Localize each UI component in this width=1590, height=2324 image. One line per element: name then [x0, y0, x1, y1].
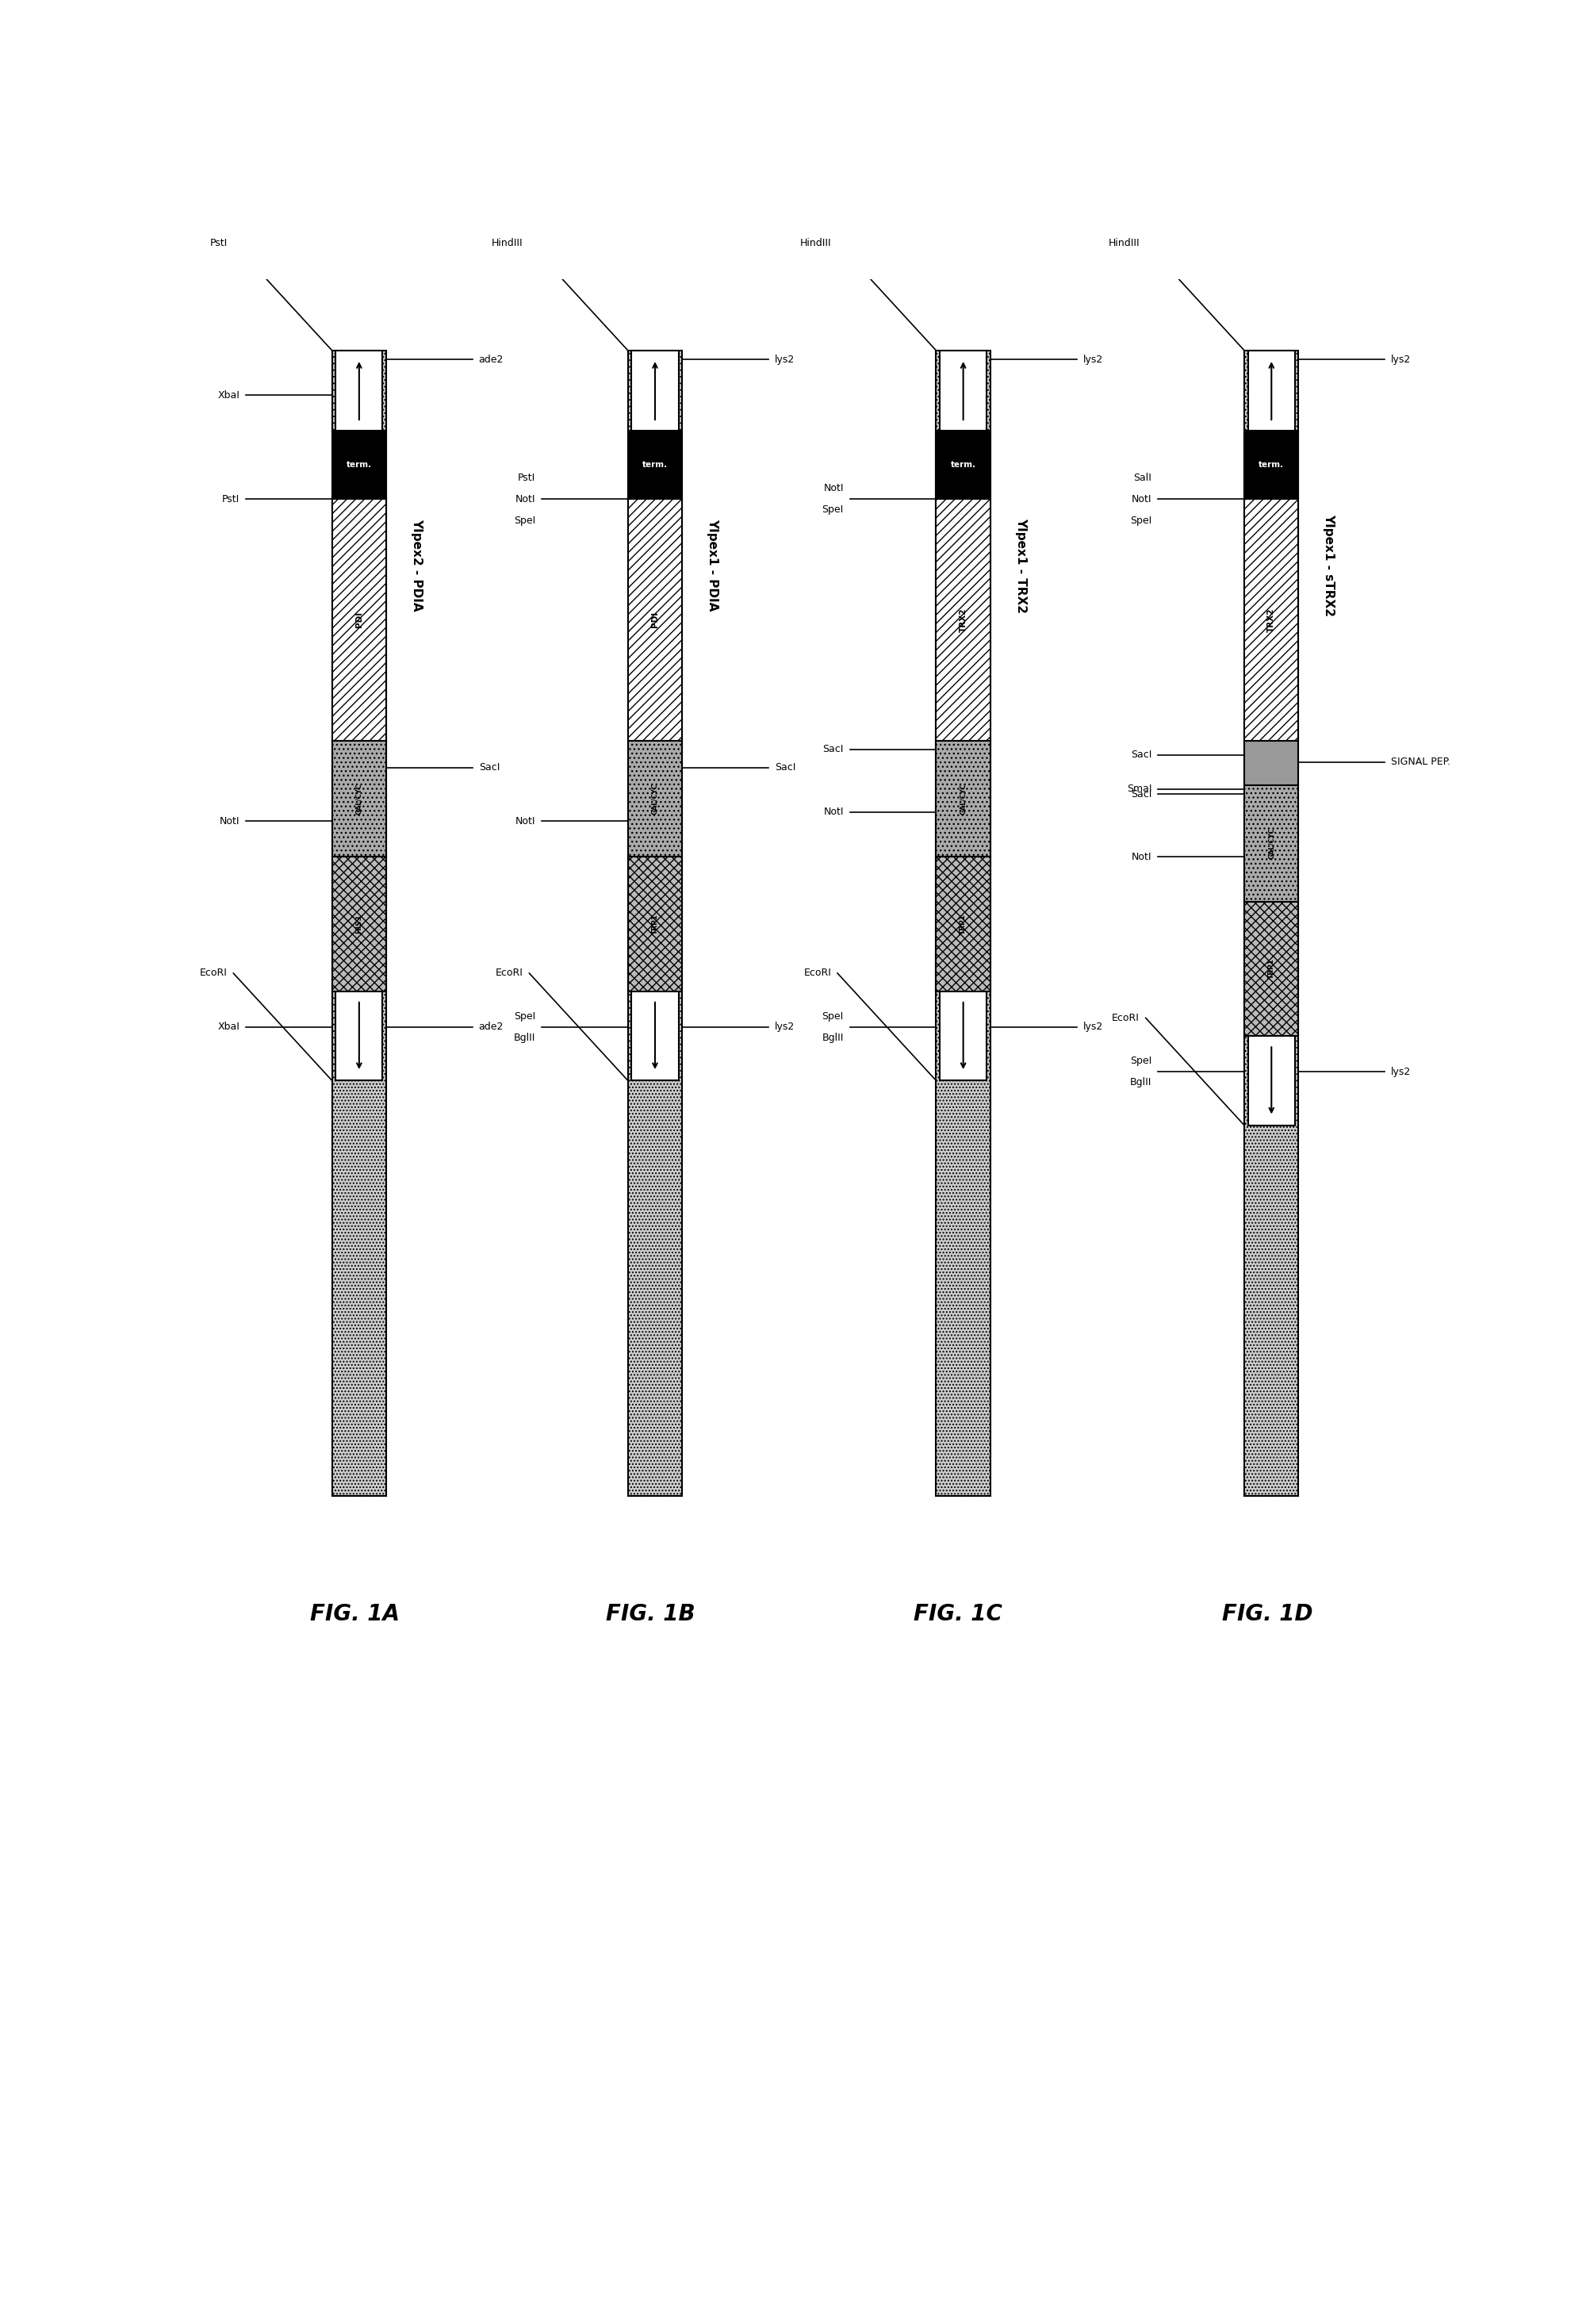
Text: SacI: SacI: [774, 762, 795, 772]
Text: EcoRI: EcoRI: [803, 969, 832, 978]
Text: HindIII: HindIII: [800, 237, 832, 249]
Text: BglII: BglII: [822, 1032, 843, 1043]
Text: EcoRI: EcoRI: [1111, 1013, 1138, 1023]
Bar: [628, 351, 682, 1497]
Bar: [1243, 741, 1297, 786]
Bar: [631, 351, 677, 430]
Bar: [332, 741, 386, 858]
Text: EcoRI: EcoRI: [494, 969, 523, 978]
Text: SalI: SalI: [1134, 472, 1151, 483]
Text: term.: term.: [1258, 460, 1283, 469]
Text: YIpex1 - sTRX2: YIpex1 - sTRX2: [1323, 514, 1334, 616]
Text: SpeI: SpeI: [1129, 516, 1151, 525]
Text: lys2: lys2: [1083, 353, 1102, 365]
Text: lys2: lys2: [1390, 353, 1410, 365]
Text: PstI: PstI: [517, 472, 536, 483]
Text: GAL/CYC: GAL/CYC: [356, 783, 363, 813]
Bar: [1243, 500, 1297, 741]
Text: TRP1: TRP1: [652, 913, 658, 934]
Bar: [935, 741, 991, 858]
Text: NotI: NotI: [1130, 851, 1151, 862]
Text: SacI: SacI: [1130, 790, 1151, 799]
Bar: [1248, 351, 1294, 430]
Bar: [1248, 1037, 1294, 1125]
Text: TRX2: TRX2: [959, 607, 967, 632]
Text: BglII: BglII: [514, 1032, 536, 1043]
Bar: [1243, 902, 1297, 1037]
Text: FIG. 1D: FIG. 1D: [1221, 1604, 1312, 1624]
Text: SpeI: SpeI: [822, 1011, 843, 1020]
Text: PstI: PstI: [221, 493, 240, 504]
Bar: [332, 430, 386, 500]
Text: ade2: ade2: [479, 1023, 504, 1032]
Text: PDI: PDI: [355, 611, 363, 627]
Bar: [940, 990, 986, 1081]
Bar: [628, 430, 682, 500]
Bar: [332, 500, 386, 741]
Text: EcoRI: EcoRI: [199, 969, 227, 978]
Bar: [1243, 351, 1297, 1497]
Text: SpeI: SpeI: [514, 516, 536, 525]
Bar: [935, 351, 991, 1497]
Text: lys2: lys2: [1083, 1023, 1102, 1032]
Text: NotI: NotI: [515, 493, 536, 504]
Bar: [1243, 430, 1297, 500]
Bar: [1243, 786, 1297, 902]
Text: term.: term.: [347, 460, 372, 469]
Text: HindIII: HindIII: [491, 237, 523, 249]
Text: TRP1: TRP1: [959, 913, 967, 934]
Text: SIGNAL PEP.: SIGNAL PEP.: [1390, 758, 1450, 767]
Text: NotI: NotI: [824, 806, 843, 818]
Text: SacI: SacI: [1130, 751, 1151, 760]
Bar: [935, 500, 991, 741]
Text: YIpex2 - PDIA: YIpex2 - PDIA: [410, 518, 423, 611]
Text: XbaI: XbaI: [218, 390, 240, 400]
Text: SpeI: SpeI: [1129, 1055, 1151, 1067]
Text: HindIII: HindIII: [1108, 237, 1138, 249]
Bar: [628, 858, 682, 990]
Text: term.: term.: [642, 460, 668, 469]
Text: lys2: lys2: [774, 353, 795, 365]
Bar: [935, 430, 991, 500]
Text: lys2: lys2: [1390, 1067, 1410, 1076]
Text: SmaI: SmaI: [1126, 783, 1151, 795]
Bar: [628, 500, 682, 741]
Text: NotI: NotI: [515, 816, 536, 827]
Bar: [332, 351, 386, 1497]
Text: SacI: SacI: [479, 762, 499, 772]
Text: NotI: NotI: [219, 816, 240, 827]
Text: SpeI: SpeI: [514, 1011, 536, 1020]
Text: TRP1: TRP1: [1267, 957, 1274, 978]
Text: FIG. 1B: FIG. 1B: [606, 1604, 695, 1624]
Text: FIG. 1A: FIG. 1A: [310, 1604, 399, 1624]
Text: PDI: PDI: [650, 611, 658, 627]
Text: YIpex1 - TRX2: YIpex1 - TRX2: [1014, 518, 1027, 614]
Text: FIG. 1C: FIG. 1C: [913, 1604, 1002, 1624]
Bar: [628, 741, 682, 858]
Text: TRX2: TRX2: [1267, 607, 1275, 632]
Text: lys2: lys2: [774, 1023, 795, 1032]
Text: GAL/CYC: GAL/CYC: [652, 783, 658, 813]
Text: ade2: ade2: [479, 353, 504, 365]
Bar: [935, 858, 991, 990]
Text: GAL/CYC: GAL/CYC: [959, 783, 967, 813]
Text: SpeI: SpeI: [822, 504, 843, 516]
Text: XbaI: XbaI: [218, 1023, 240, 1032]
Bar: [335, 351, 382, 430]
Text: SacI: SacI: [822, 744, 843, 755]
Text: PstI: PstI: [210, 237, 227, 249]
Bar: [335, 990, 382, 1081]
Bar: [940, 351, 986, 430]
Bar: [332, 858, 386, 990]
Text: YIpex1 - PDIA: YIpex1 - PDIA: [706, 518, 719, 611]
Text: NotI: NotI: [1130, 493, 1151, 504]
Text: BglII: BglII: [1129, 1078, 1151, 1088]
Text: term.: term.: [949, 460, 976, 469]
Text: HIS3: HIS3: [356, 916, 363, 934]
Text: GAL/CYC: GAL/CYC: [1267, 827, 1274, 860]
Text: NotI: NotI: [824, 483, 843, 493]
Bar: [631, 990, 677, 1081]
